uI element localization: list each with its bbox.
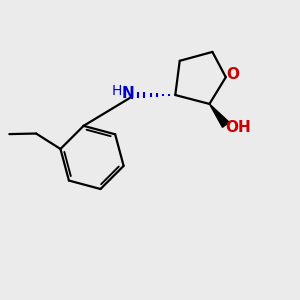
Text: OH: OH [225, 120, 251, 135]
Polygon shape [209, 104, 229, 127]
Text: H: H [112, 84, 122, 98]
Text: O: O [226, 67, 239, 82]
Text: N: N [121, 86, 134, 101]
